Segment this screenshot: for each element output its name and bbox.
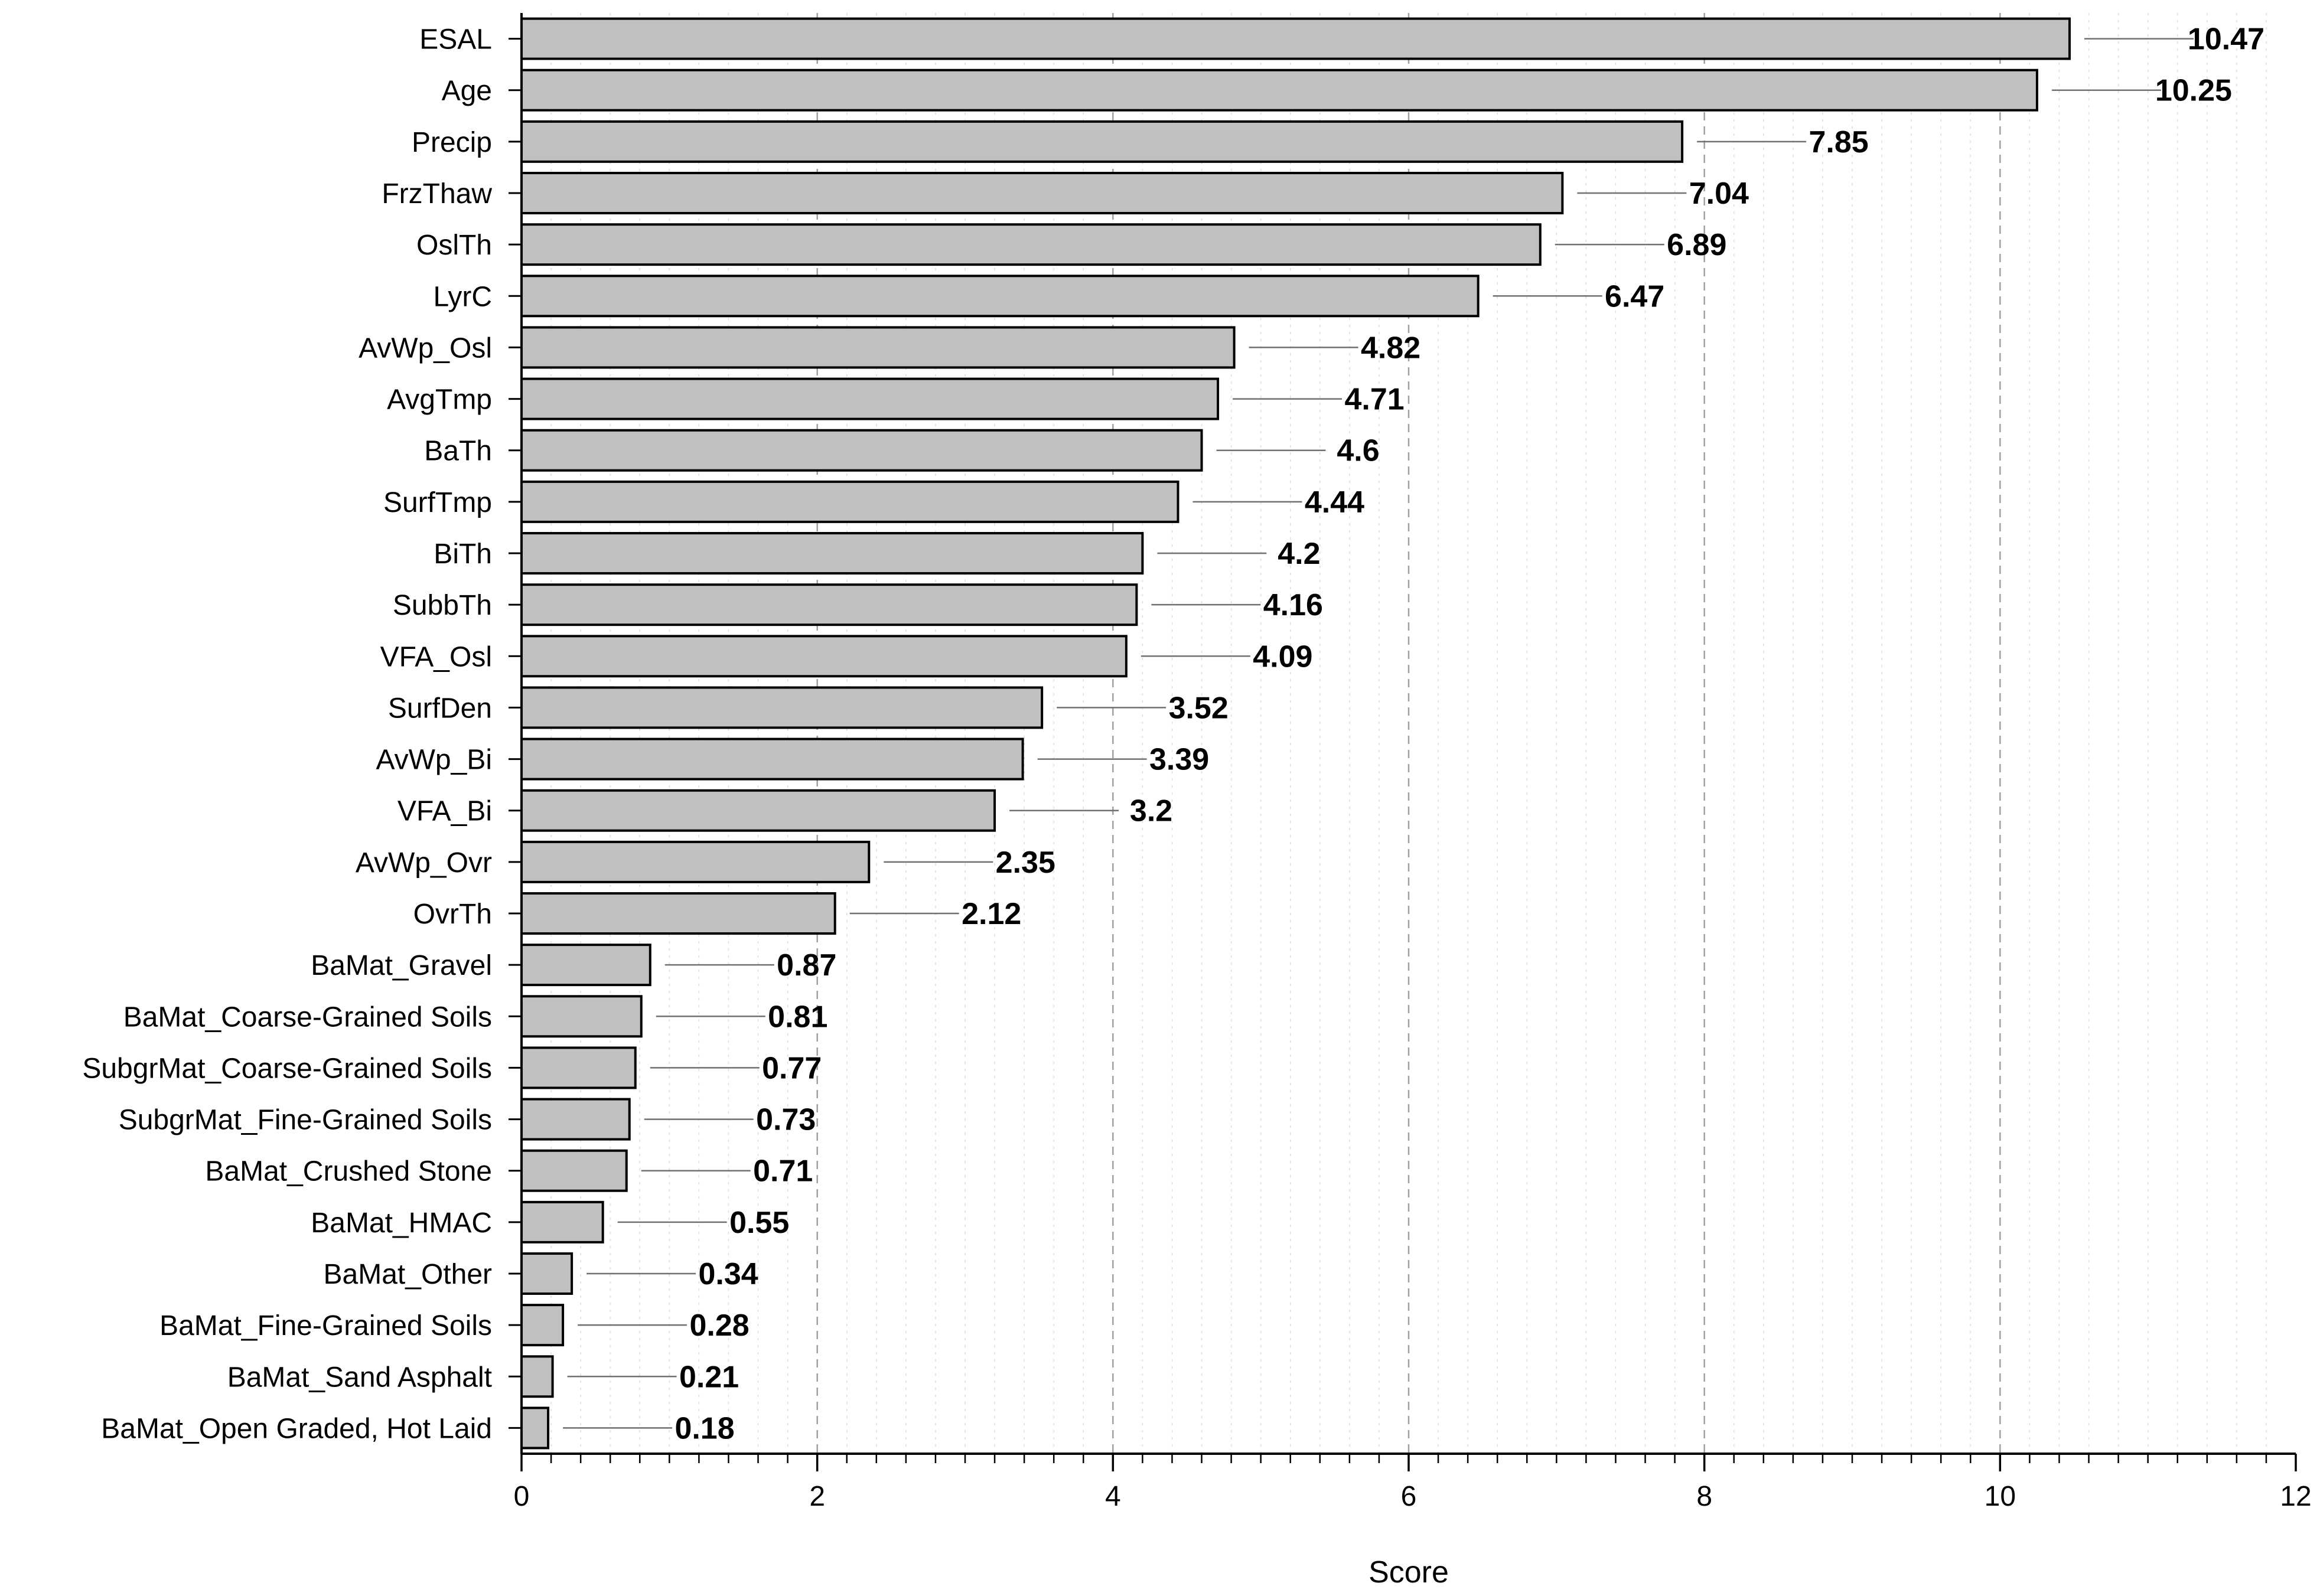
bar-12: [520, 635, 1128, 678]
value-label-25: 0.28: [689, 1308, 749, 1343]
x-tick-label-6: 6: [1401, 1481, 1417, 1512]
value-label-23: 0.55: [729, 1206, 789, 1240]
category-label-3: FrzThaw: [382, 178, 492, 210]
bar-1: [520, 68, 2038, 112]
bar-18: [520, 944, 651, 987]
bar-3: [520, 172, 1564, 214]
bar-21: [520, 1098, 631, 1141]
category-label-18: BaMat_Gravel: [311, 950, 492, 981]
category-label-20: SubgrMat_Coarse-Grained Soils: [82, 1053, 492, 1084]
x-tick-label-0: 0: [514, 1481, 530, 1512]
bar-23: [520, 1200, 604, 1243]
category-label-2: Precip: [412, 127, 492, 158]
value-label-24: 0.34: [699, 1257, 758, 1291]
x-axis-title: Score: [1368, 1555, 1449, 1590]
category-label-14: AvWp_Bi: [376, 745, 492, 776]
bar-6: [520, 326, 1236, 369]
category-label-23: BaMat_HMAC: [311, 1207, 492, 1239]
x-tick-label-4: 4: [1105, 1481, 1121, 1512]
bar-11: [520, 583, 1138, 626]
x-tick-label-8: 8: [1696, 1481, 1712, 1512]
x-tick-label-12: 12: [2280, 1481, 2311, 1512]
category-label-11: SubbTh: [393, 590, 492, 621]
bar-2: [520, 120, 1684, 163]
category-label-0: ESAL: [419, 24, 492, 56]
value-label-3: 7.04: [1689, 177, 1749, 211]
category-label-22: BaMat_Crushed Stone: [205, 1156, 492, 1187]
bar-27: [520, 1406, 550, 1450]
value-label-26: 0.21: [679, 1360, 739, 1394]
category-label-4: OslTh: [416, 230, 492, 261]
value-label-13: 3.52: [1169, 691, 1229, 725]
bar-8: [520, 429, 1203, 472]
bar-7: [520, 377, 1220, 420]
bar-22: [520, 1149, 628, 1192]
category-label-10: BiTh: [434, 538, 492, 570]
bar-24: [520, 1252, 574, 1295]
category-label-12: VFA_Osl: [380, 641, 492, 673]
value-label-9: 4.44: [1305, 485, 1364, 520]
category-label-15: VFA_Bi: [397, 796, 492, 827]
labels: 10.47 ESAL 10.25 Age 7.85 Precip 7.04 FrzThaw 6.…: [82, 22, 2311, 1512]
value-label-22: 0.71: [753, 1154, 813, 1189]
bar-14: [520, 737, 1024, 781]
category-label-26: BaMat_Sand Asphalt: [227, 1362, 492, 1393]
value-label-7: 4.71: [1344, 383, 1404, 417]
category-label-17: OvrTh: [413, 899, 492, 930]
bar-16: [520, 840, 871, 883]
bar-15: [520, 789, 996, 832]
value-label-10: 4.2: [1278, 537, 1320, 571]
value-label-6: 4.82: [1361, 331, 1420, 365]
category-label-5: LyrC: [433, 281, 492, 312]
bar-25: [520, 1304, 565, 1347]
value-label-5: 6.47: [1605, 279, 1664, 314]
value-label-4: 6.89: [1667, 228, 1726, 262]
category-label-25: BaMat_Fine-Grained Soils: [159, 1310, 492, 1342]
leader-lines: [563, 38, 2194, 1429]
bar-0: [520, 17, 2071, 60]
bar-5: [520, 275, 1480, 318]
value-label-15: 3.2: [1130, 794, 1172, 828]
category-label-19: BaMat_Coarse-Grained Soils: [123, 1001, 492, 1033]
bars: [520, 17, 2071, 1450]
category-label-27: BaMat_Open Graded, Hot Laid: [101, 1413, 492, 1444]
category-label-16: AvWp_Ovr: [356, 847, 492, 879]
category-label-6: AvWp_Osl: [359, 332, 492, 364]
category-label-13: SurfDen: [388, 693, 492, 724]
category-label-8: BaTh: [424, 436, 492, 467]
value-label-16: 2.35: [996, 846, 1055, 880]
value-label-27: 0.18: [675, 1411, 734, 1445]
bar-10: [520, 532, 1144, 575]
bar-17: [520, 892, 836, 935]
value-label-19: 0.81: [768, 1000, 827, 1034]
value-label-18: 0.87: [777, 948, 836, 983]
x-tick-label-2: 2: [809, 1481, 825, 1512]
bar-20: [520, 1046, 637, 1089]
axes: [509, 13, 2297, 1471]
value-label-0: 10.47: [2188, 22, 2264, 57]
x-tick-label-10: 10: [1985, 1481, 2016, 1512]
value-label-11: 4.16: [1263, 588, 1323, 622]
category-label-24: BaMat_Other: [324, 1259, 492, 1290]
bar-19: [520, 995, 643, 1038]
category-label-1: Age: [442, 76, 492, 107]
value-label-2: 7.85: [1809, 125, 1869, 159]
value-label-1: 10.25: [2155, 74, 2232, 108]
value-label-14: 3.39: [1149, 743, 1209, 777]
bar-9: [520, 480, 1179, 523]
value-label-21: 0.73: [756, 1103, 816, 1137]
category-label-7: AvgTmp: [387, 384, 492, 416]
bar-4: [520, 223, 1542, 266]
category-label-9: SurfTmp: [383, 487, 492, 518]
bar-26: [520, 1355, 554, 1398]
value-label-20: 0.77: [762, 1051, 822, 1085]
bar-13: [520, 686, 1044, 729]
value-label-17: 2.12: [962, 897, 1021, 931]
category-label-21: SubgrMat_Fine-Grained Soils: [119, 1105, 492, 1136]
value-label-8: 4.6: [1337, 434, 1379, 468]
value-label-12: 4.09: [1253, 639, 1312, 674]
